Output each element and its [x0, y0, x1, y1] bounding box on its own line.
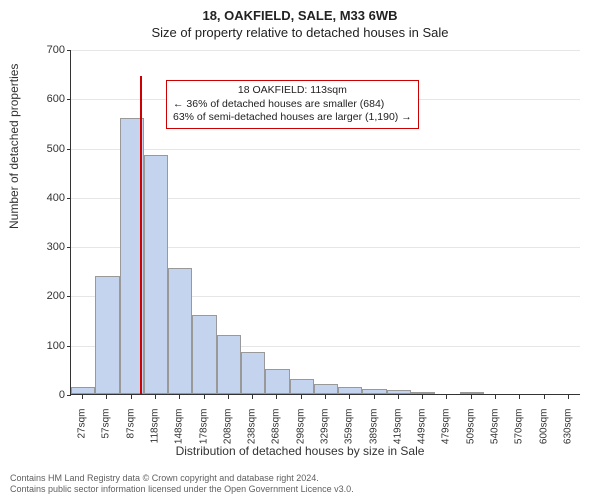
- histogram-bar: [387, 390, 411, 394]
- x-tick-mark: [204, 395, 205, 399]
- y-tick-label: 300: [25, 241, 65, 253]
- y-tick-label: 600: [25, 93, 65, 105]
- y-tick-mark: [67, 395, 71, 396]
- y-tick-label: 400: [25, 192, 65, 204]
- x-tick-mark: [325, 395, 326, 399]
- histogram-bar: [290, 379, 314, 394]
- x-tick-mark: [252, 395, 253, 399]
- y-tick-mark: [67, 247, 71, 248]
- x-tick-mark: [155, 395, 156, 399]
- x-tick-mark: [471, 395, 472, 399]
- y-tick-mark: [67, 198, 71, 199]
- x-tick-mark: [544, 395, 545, 399]
- histogram-bar: [411, 392, 435, 394]
- x-tick-mark: [276, 395, 277, 399]
- footer-line-2: Contains public sector information licen…: [10, 484, 354, 496]
- x-tick-mark: [568, 395, 569, 399]
- footer-attribution: Contains HM Land Registry data © Crown c…: [10, 473, 354, 496]
- annotation-box: 18 OAKFIELD: 113sqm← 36% of detached hou…: [166, 80, 419, 129]
- histogram-bar: [95, 276, 119, 394]
- x-tick-mark: [446, 395, 447, 399]
- x-tick-mark: [228, 395, 229, 399]
- y-axis-label: Number of detached properties: [7, 64, 21, 229]
- histogram-bar: [338, 387, 362, 394]
- histogram-bar: [460, 392, 484, 394]
- annotation-line: 63% of semi-detached houses are larger (…: [173, 111, 412, 125]
- histogram-bar: [241, 352, 265, 394]
- x-tick-mark: [374, 395, 375, 399]
- y-tick-mark: [67, 296, 71, 297]
- x-tick-mark: [495, 395, 496, 399]
- x-tick-mark: [82, 395, 83, 399]
- x-tick-mark: [422, 395, 423, 399]
- x-tick-mark: [301, 395, 302, 399]
- histogram-bar: [144, 155, 168, 394]
- y-tick-mark: [67, 99, 71, 100]
- x-tick-mark: [349, 395, 350, 399]
- y-tick-label: 500: [25, 143, 65, 155]
- y-tick-label: 0: [25, 389, 65, 401]
- histogram-bar: [362, 389, 386, 394]
- x-tick-mark: [106, 395, 107, 399]
- histogram-bar: [265, 369, 289, 394]
- annotation-line: ← 36% of detached houses are smaller (68…: [173, 98, 412, 112]
- y-tick-mark: [67, 346, 71, 347]
- x-axis-label: Distribution of detached houses by size …: [0, 444, 600, 458]
- title-sub: Size of property relative to detached ho…: [0, 23, 600, 40]
- grid-line: [71, 50, 580, 51]
- histogram-bar: [192, 315, 216, 394]
- footer-line-1: Contains HM Land Registry data © Crown c…: [10, 473, 354, 485]
- histogram-bar: [168, 268, 192, 394]
- x-tick-mark: [519, 395, 520, 399]
- x-tick-mark: [398, 395, 399, 399]
- y-tick-label: 100: [25, 340, 65, 352]
- title-main: 18, OAKFIELD, SALE, M33 6WB: [0, 0, 600, 23]
- x-tick-mark: [179, 395, 180, 399]
- y-tick-mark: [67, 50, 71, 51]
- histogram-bar: [217, 335, 241, 394]
- annotation-line: 18 OAKFIELD: 113sqm: [173, 84, 412, 98]
- y-tick-label: 700: [25, 44, 65, 56]
- x-tick-mark: [131, 395, 132, 399]
- grid-line: [71, 149, 580, 150]
- histogram-bar: [314, 384, 338, 394]
- y-tick-label: 200: [25, 290, 65, 302]
- plot-area: 18 OAKFIELD: 113sqm← 36% of detached hou…: [70, 50, 580, 395]
- chart-area: 18 OAKFIELD: 113sqm← 36% of detached hou…: [70, 50, 580, 420]
- property-marker-line: [140, 76, 142, 394]
- histogram-bar: [71, 387, 95, 394]
- y-tick-mark: [67, 149, 71, 150]
